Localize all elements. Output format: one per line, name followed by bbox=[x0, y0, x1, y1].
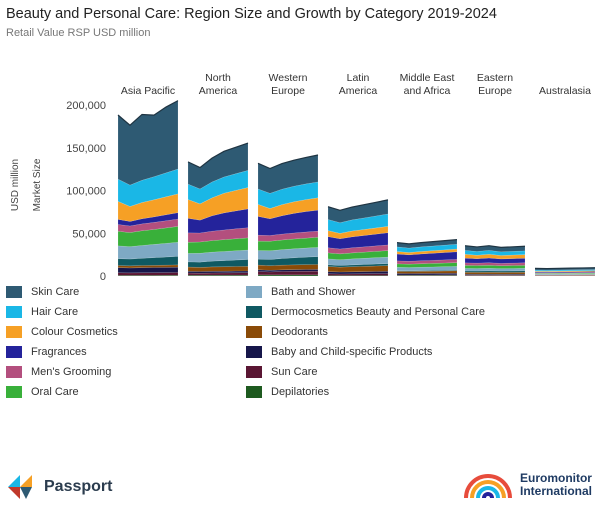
area-fragrances bbox=[327, 232, 389, 250]
area-deodorants bbox=[187, 266, 249, 272]
legend-label: Men's Grooming bbox=[31, 366, 112, 378]
legend-swatch bbox=[6, 286, 22, 298]
area-depilatories bbox=[327, 275, 389, 277]
legend-swatch bbox=[246, 306, 262, 318]
y-tick-label: 50,000 bbox=[72, 228, 106, 240]
area-sun-care bbox=[327, 273, 389, 276]
region-western-europe bbox=[257, 154, 319, 277]
region-label: Middle East and Africa bbox=[400, 72, 455, 97]
legend-item: Baby and Child-specific Products bbox=[246, 346, 432, 358]
euromonitor-brand-line1: Euromonitor bbox=[519, 471, 592, 485]
y-axis: 0 50,000 100,000 150,000 200,000 USD million M… bbox=[10, 100, 106, 283]
euromonitor-brand-line2: International bbox=[519, 484, 592, 498]
region-north-america bbox=[187, 142, 249, 277]
region-label: North America bbox=[199, 72, 238, 97]
legend-swatch bbox=[246, 366, 262, 378]
legend-swatch bbox=[246, 326, 262, 338]
legend-label: Sun Care bbox=[271, 366, 318, 378]
region-asia-pacific bbox=[117, 100, 179, 277]
legend-item: Depilatories bbox=[246, 386, 329, 398]
euromonitor-logo-icon bbox=[463, 474, 512, 499]
area-men-s-grooming bbox=[396, 259, 458, 265]
legend-swatch bbox=[6, 366, 22, 378]
area-men-s-grooming bbox=[117, 218, 179, 233]
passport-logo-icon bbox=[8, 475, 32, 499]
stacked-area-chart: 0 50,000 100,000 150,000 200,000 USD million M… bbox=[10, 72, 596, 283]
legend-label: Hair Care bbox=[31, 306, 79, 318]
legend-swatch bbox=[6, 386, 22, 398]
region-areas bbox=[117, 100, 596, 277]
y-tick-label: 150,000 bbox=[66, 143, 106, 155]
y-tick-label: 200,000 bbox=[66, 100, 106, 112]
legend-label: Bath and Shower bbox=[271, 286, 356, 298]
y-axis-label-secondary: Market Size bbox=[32, 158, 43, 211]
legend-label: Colour Cosmetics bbox=[31, 326, 118, 338]
legend-item: Oral Care bbox=[6, 386, 79, 398]
region-australasia bbox=[534, 267, 596, 277]
legend-label: Fragrances bbox=[31, 346, 87, 358]
region-total-line bbox=[117, 100, 179, 127]
legend-swatch bbox=[6, 306, 22, 318]
legend-item: Skin Care bbox=[6, 286, 79, 298]
area-dermocosmetics-beauty-and-personal-care bbox=[187, 259, 249, 268]
region-labels: Asia Pacific North America Western Europe Lat… bbox=[121, 72, 591, 97]
passport-logo: Passport bbox=[6, 472, 112, 502]
y-tick-label: 100,000 bbox=[66, 186, 106, 198]
legend-item: Colour Cosmetics bbox=[6, 326, 118, 338]
area-oral-care bbox=[464, 265, 526, 269]
legend-label: Oral Care bbox=[31, 386, 79, 398]
region-label: Eastern Europe bbox=[477, 72, 513, 97]
legend-label: Dermocosmetics Beauty and Personal Care bbox=[271, 306, 485, 318]
legend-label: Skin Care bbox=[31, 286, 80, 298]
legend-item: Dermocosmetics Beauty and Personal Care bbox=[246, 306, 485, 318]
region-latin-america bbox=[327, 199, 389, 277]
region-label: Australasia bbox=[539, 85, 591, 97]
legend-label: Depilatories bbox=[271, 386, 330, 398]
legend-swatch bbox=[6, 326, 22, 338]
legend-swatch bbox=[6, 346, 22, 358]
y-axis-label: USD million bbox=[10, 159, 21, 211]
region-label: Asia Pacific bbox=[121, 85, 175, 97]
region-middle-east-and-africa bbox=[396, 239, 458, 277]
legend-swatch bbox=[246, 286, 262, 298]
region-total-line bbox=[327, 199, 389, 211]
area-fragrances bbox=[187, 208, 249, 234]
region-eastern-europe bbox=[464, 245, 526, 277]
area-baby-and-child-specific-products bbox=[257, 269, 319, 273]
region-total-line bbox=[257, 154, 319, 170]
legend-item: Deodorants bbox=[246, 326, 328, 338]
area-oral-care bbox=[534, 272, 596, 275]
euromonitor-logo: Euromonitor International bbox=[462, 468, 592, 502]
area-oral-care bbox=[396, 262, 458, 268]
passport-brand-text: Passport bbox=[44, 478, 113, 495]
legend-item: Fragrances bbox=[6, 346, 87, 358]
legend-swatch bbox=[246, 386, 262, 398]
area-bath-and-shower bbox=[534, 273, 596, 275]
region-label: Latin America bbox=[339, 72, 378, 97]
region-total-line bbox=[464, 245, 526, 248]
legend-label: Baby and Child-specific Products bbox=[271, 346, 433, 358]
region-total-line bbox=[534, 267, 596, 270]
region-total-line bbox=[187, 142, 249, 169]
chart-title: Beauty and Personal Care: Region Size an… bbox=[6, 6, 497, 22]
y-tick-label: 0 bbox=[100, 271, 106, 283]
legend-item: Sun Care bbox=[246, 366, 317, 378]
region-total-line bbox=[396, 239, 458, 245]
area-sun-care bbox=[464, 274, 526, 276]
legend-label: Deodorants bbox=[271, 326, 328, 338]
legend-item: Hair Care bbox=[6, 306, 78, 318]
legend-item: Men's Grooming bbox=[6, 366, 111, 378]
legend-swatch bbox=[246, 346, 262, 358]
chart-subtitle: Retail Value RSP USD million bbox=[6, 27, 151, 39]
region-label: Western Europe bbox=[269, 72, 308, 97]
legend-item: Bath and Shower bbox=[246, 286, 355, 298]
